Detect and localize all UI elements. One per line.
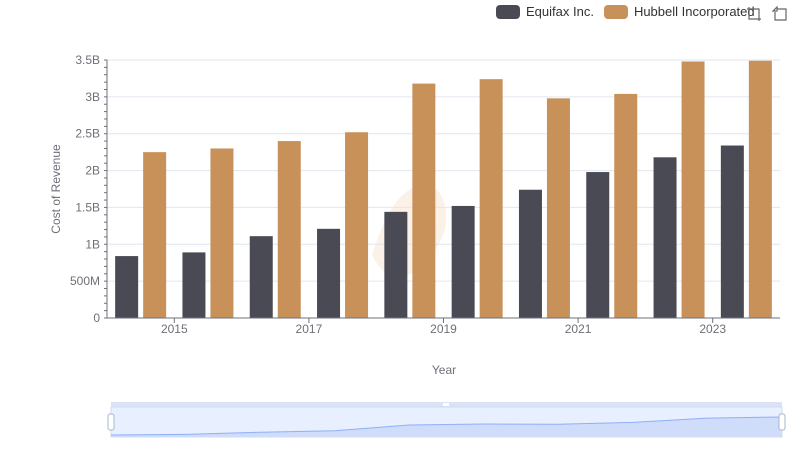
y-tick-label: 1B (85, 237, 100, 251)
x-tick-label: 2023 (699, 322, 726, 336)
legend: Equifax Inc. Hubbell Incorporated (496, 4, 755, 19)
y-tick-label: 3.5B (75, 53, 100, 67)
bar-equifax-2015[interactable] (182, 252, 206, 318)
bar-equifax-2017[interactable] (317, 228, 341, 318)
x-tick-label: 2015 (161, 322, 188, 336)
legend-label-equifax: Equifax Inc. (526, 4, 594, 19)
data-zoom-handle-right[interactable] (778, 413, 786, 431)
bar-equifax-2019[interactable] (451, 205, 475, 318)
bar-hubbell-2017[interactable] (345, 132, 369, 318)
x-axis-title: Year (432, 363, 456, 377)
legend-swatch-equifax (496, 4, 520, 19)
bar-equifax-2016[interactable] (249, 236, 273, 318)
bar-hubbell-2015[interactable] (210, 148, 234, 318)
y-tick-label: 1.5B (75, 200, 100, 214)
bar-hubbell-2014[interactable] (143, 152, 167, 318)
legend-label-hubbell: Hubbell Incorporated (633, 4, 755, 19)
bar-hubbell-2021[interactable] (614, 93, 638, 318)
data-zoom-handle-left[interactable] (107, 413, 115, 431)
y-tick-label: 0 (93, 311, 100, 325)
x-tick-label: 2017 (296, 322, 323, 336)
bar-equifax-2021[interactable] (586, 172, 610, 318)
x-tick-label: 2021 (565, 322, 592, 336)
y-tick-label: 500M (70, 274, 100, 288)
x-tick-label: 2019 (430, 322, 457, 336)
bar-hubbell-2016[interactable] (277, 141, 301, 318)
y-axis-title: Cost of Revenue (49, 144, 63, 234)
zoom-icon[interactable] (746, 6, 762, 22)
y-tick-label: 2B (85, 164, 100, 178)
grid (107, 59, 780, 282)
bar-equifax-2022[interactable] (653, 157, 677, 318)
legend-item-hubbell[interactable]: Hubbell Incorporated (603, 4, 755, 19)
bar-hubbell-2019[interactable] (479, 79, 503, 318)
bar-hubbell-2022[interactable] (681, 61, 705, 319)
bar-equifax-2014[interactable] (115, 256, 139, 318)
bar-equifax-2023[interactable] (720, 145, 744, 318)
data-zoom-preview-line (110, 416, 783, 436)
data-zoom-slider[interactable] (107, 402, 786, 438)
legend-item-equifax[interactable]: Equifax Inc. (496, 4, 594, 19)
bars (115, 60, 772, 319)
bar-hubbell-2018[interactable] (412, 83, 436, 319)
bar-hubbell-2023[interactable] (748, 60, 772, 318)
toolbox (746, 6, 788, 22)
bar-hubbell-2020[interactable] (546, 98, 570, 319)
bar-equifax-2018[interactable] (384, 211, 408, 318)
restore-icon[interactable] (772, 6, 788, 22)
y-tick-label: 2.5B (75, 127, 100, 141)
bar-equifax-2020[interactable] (518, 189, 542, 318)
axes: 0 500M 1B 1.5B 2B 2.5B 3B 3.5B 2015 2017 2019 2021 2… (70, 53, 780, 336)
data-zoom-grip[interactable] (443, 403, 449, 406)
y-tick-label: 3B (85, 90, 100, 104)
legend-swatch-hubbell (603, 4, 628, 19)
